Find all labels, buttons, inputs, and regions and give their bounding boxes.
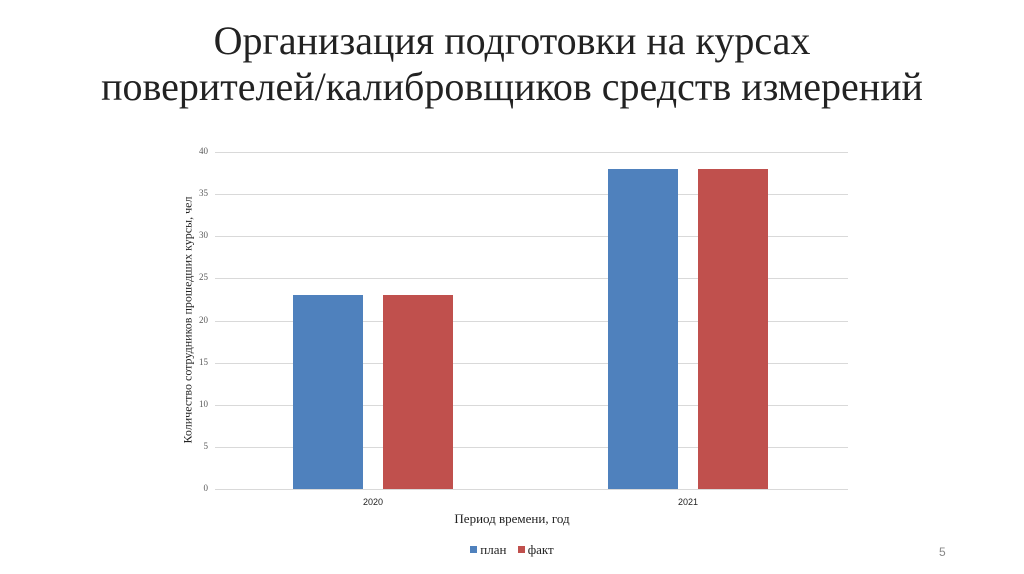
y-tick-label: 5 — [203, 440, 209, 451]
x-tick-label: 2020 — [362, 497, 384, 507]
gridline — [215, 489, 848, 490]
legend-label-plan: план — [480, 541, 507, 557]
gridline — [215, 404, 848, 406]
y-tick-label: 0 — [203, 483, 209, 493]
slide-title-line-1: Организация подготовки на курсах — [213, 18, 811, 63]
slide-title: Организация подготовки на курсах поверит… — [0, 18, 1024, 110]
slide-title-line-2: поверителей/калибровщиков средств измере… — [101, 64, 923, 109]
legend-item-fact: факт — [517, 541, 554, 558]
gridline — [215, 194, 848, 196]
x-axis-label: Период времени, год — [454, 511, 570, 526]
legend-swatch-plan — [470, 546, 478, 553]
bar-plan-2020 — [293, 295, 363, 489]
page-number: 5 — [939, 545, 946, 559]
y-tick-label: 15 — [199, 356, 208, 367]
legend-swatch-fact — [517, 546, 525, 553]
gridline — [215, 152, 848, 153]
bar-fact-2020 — [383, 295, 453, 489]
y-tick-label: 35 — [199, 188, 208, 199]
y-tick-label: 30 — [199, 230, 208, 241]
bar-plan-2021 — [608, 168, 678, 489]
legend-label-fact: факт — [527, 541, 554, 557]
y-tick-label: 25 — [199, 272, 208, 283]
gridline — [215, 362, 848, 364]
y-axis-label: Количество сотрудников прошедших курсы, … — [180, 196, 195, 444]
x-tick-label: 2021 — [677, 497, 699, 507]
legend: план факт — [0, 541, 1024, 558]
gridline — [215, 320, 848, 322]
legend-item-plan: план — [470, 542, 506, 558]
plot-area — [215, 152, 848, 490]
bar-fact-2021 — [698, 168, 768, 489]
gridline — [215, 446, 848, 448]
gridline — [215, 278, 848, 280]
y-tick-label: 10 — [199, 398, 208, 409]
y-tick-label: 40 — [199, 146, 208, 156]
gridline — [215, 236, 848, 238]
y-tick-label: 20 — [199, 314, 208, 325]
